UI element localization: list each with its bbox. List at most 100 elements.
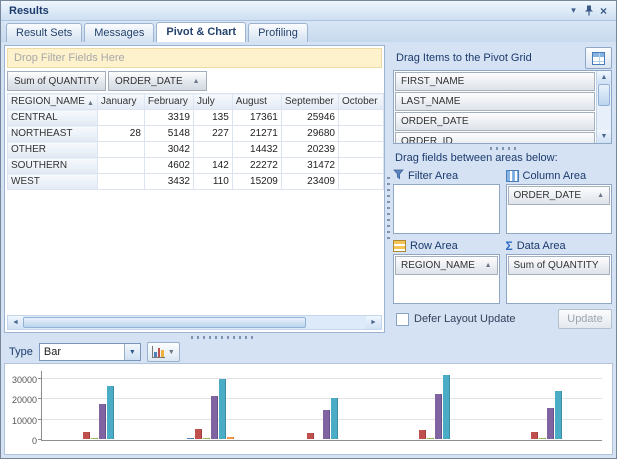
sort-asc-icon: ▲ [597,192,604,199]
chart-type-combobox[interactable]: Bar ▼ [38,343,141,361]
pivot-cell [96,157,145,174]
field-list-item-first_name[interactable]: FIRST_NAME [395,72,595,91]
scrollbar-thumb[interactable] [23,317,307,328]
pivot-cell [192,141,233,158]
vertical-splitter[interactable] [385,45,392,333]
row-field-header[interactable]: REGION_NAME ▲ [7,93,98,110]
pin-icon[interactable] [581,4,596,18]
bar-group-central [75,386,122,439]
data-area-label: Data Area [516,240,566,252]
scrollbar-thumb[interactable] [598,84,610,106]
y-axis-tick [38,439,42,440]
pivot-areas: Filter Area Column Area ORDER_DATE ▲ [393,168,612,304]
tab-messages[interactable]: Messages [84,23,155,42]
row-area-box[interactable]: REGION_NAME ▲ [393,254,500,304]
field-label: Sum of QUANTITY [513,260,599,271]
pivot-cell: 23409 [280,173,339,190]
data-area-field-sum-of-quantity[interactable]: Sum of QUANTITY [507,256,610,275]
field-list-item-order_date[interactable]: ORDER_DATE [395,112,595,131]
row-header-central[interactable]: CENTRAL [7,109,98,126]
bar-august-southern [435,394,442,439]
field-chooser-header: Drag Items to the Pivot Grid [393,46,612,70]
chart-options-button[interactable]: ▼ [146,342,180,362]
panel-titlebar: Results ▾ × [1,1,616,21]
scroll-right-icon[interactable]: ► [366,316,381,329]
row-area-field-region-name[interactable]: REGION_NAME ▲ [395,256,498,275]
pivot-cell: 28 [96,125,145,142]
tab-bar: Result Sets Messages Pivot & Chart Profi… [1,21,616,42]
tab-profiling[interactable]: Profiling [248,23,308,42]
field-list-item-last_name[interactable]: LAST_NAME [395,92,595,111]
pivot-horizontal-scrollbar[interactable]: ◄ ► [7,315,382,330]
bar-february-other [307,433,314,439]
pivot-cell: 227 [192,125,233,142]
y-axis-tick [38,378,42,379]
sigma-icon: Σ [505,239,513,253]
data-field-label: Sum of QUANTITY [14,75,100,87]
column-area-field-order-date[interactable]: ORDER_DATE ▲ [507,186,610,205]
column-header-january[interactable]: January [96,93,145,110]
pivot-cell [337,109,384,126]
pivot-table: REGION_NAME ▲ January February July August S… [7,93,384,190]
bar-february-west [531,432,538,439]
scroll-up-icon[interactable]: ▲ [597,71,611,84]
bar-july-west [539,438,546,439]
data-field-button[interactable]: Sum of QUANTITY [7,71,107,91]
column-field-button[interactable]: ORDER_DATE ▲ [108,71,207,91]
column-header-october[interactable]: October [337,93,384,110]
column-area-box[interactable]: ORDER_DATE ▲ [505,184,612,234]
bar-august-other [323,410,330,439]
pivot-row-southern: SOUTHERN 4602 142 22272 31472 [7,157,384,174]
scroll-down-icon[interactable]: ▼ [597,130,611,143]
bar-august-northeast [211,396,218,439]
bar-september-central [107,386,114,439]
bar-september-other [331,398,338,439]
row-field-label: REGION_NAME [11,96,85,107]
bar-group-west [523,391,570,439]
field-list-scrollbar[interactable]: ▲ ▼ [596,71,611,143]
close-icon[interactable]: × [599,3,607,18]
bar-september-southern [443,375,450,439]
window-position-icon[interactable]: ▾ [571,5,576,15]
column-header-july[interactable]: July [192,93,233,110]
field-label: ORDER_DATE [513,190,582,201]
row-header-northeast[interactable]: NORTHEAST [7,125,98,142]
row-header-other[interactable]: OTHER [7,141,98,158]
column-header-february[interactable]: February [143,93,194,110]
pivot-and-chart-pane: Drop Filter Fields Here Sum of QUANTITY … [1,42,616,333]
sort-asc-icon: ▲ [86,100,94,107]
tab-pivot-and-chart[interactable]: Pivot & Chart [156,22,247,42]
filter-area-label: Filter Area [408,170,459,182]
pivot-cell: 15209 [231,173,282,190]
row-header-southern[interactable]: SOUTHERN [7,157,98,174]
data-area-box[interactable]: Sum of QUANTITY [505,254,612,304]
tab-result-sets[interactable]: Result Sets [6,23,83,42]
defer-layout-checkbox[interactable] [396,312,409,326]
row-header-west[interactable]: WEST [7,173,98,190]
bar-january-northeast [187,438,194,439]
chevron-down-icon[interactable]: ▼ [123,344,140,360]
field-list-items: FIRST_NAME LAST_NAME ORDER_DATE ORDER_ID [394,71,596,143]
horizontal-splitter[interactable] [1,333,616,341]
filter-area-box[interactable] [393,184,500,234]
column-header-september[interactable]: September [280,93,339,110]
pivot-row-central: CENTRAL 3319 135 17361 25946 [7,109,384,126]
filter-drop-zone[interactable]: Drop Filter Fields Here [7,48,382,68]
pivot-cell: 22272 [231,157,282,174]
pivot-cell: 31472 [280,157,339,174]
gridline [42,419,602,420]
column-area: Column Area ORDER_DATE ▲ [505,168,612,234]
field-list-resize-grip[interactable] [393,144,612,152]
pivot-cell: 21271 [231,125,282,142]
field-list-item-order_id[interactable]: ORDER_ID [395,132,595,143]
scroll-left-icon[interactable]: ◄ [8,316,23,329]
pivot-layout-button[interactable] [585,47,612,69]
filter-funnel-icon [393,169,404,183]
bar-july-northeast [203,438,210,439]
chart-type-label: Type [9,346,33,358]
pivot-cell: 3432 [143,173,194,190]
field-label: REGION_NAME [401,260,475,271]
update-button[interactable]: Update [558,309,612,329]
sort-asc-icon: ▲ [192,77,200,85]
column-header-august[interactable]: August [231,93,282,110]
